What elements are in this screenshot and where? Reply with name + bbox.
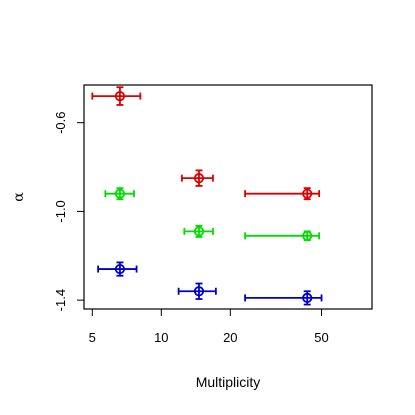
data-point [114,188,126,199]
data-point [302,230,313,241]
data-series [104,187,321,242]
x-axis: 5 10 20 50 [89,308,329,345]
data-point [193,286,205,297]
x-tick-label: 5 [89,330,96,345]
data-series [91,86,321,201]
data-point [193,173,205,184]
y-tick-label: -1.0 [53,200,68,222]
plot-frame [83,84,373,310]
data-point [114,263,126,275]
y-tick-label: -0.6 [53,111,68,133]
data-point [193,226,205,237]
data-point [302,188,313,199]
x-tick-label: 50 [314,330,328,345]
x-tick-label: 20 [223,330,237,345]
y-axis: -1.4 -1.0 -0.6 [53,111,85,311]
data-series [97,261,323,306]
data-point [114,90,126,102]
x-axis-label: Multiplicity [196,374,261,390]
data-points [91,86,323,306]
x-tick-label: 10 [154,330,168,345]
y-tick-label: -1.4 [53,289,68,311]
data-point [302,292,313,304]
y-axis-label: α [11,192,27,202]
